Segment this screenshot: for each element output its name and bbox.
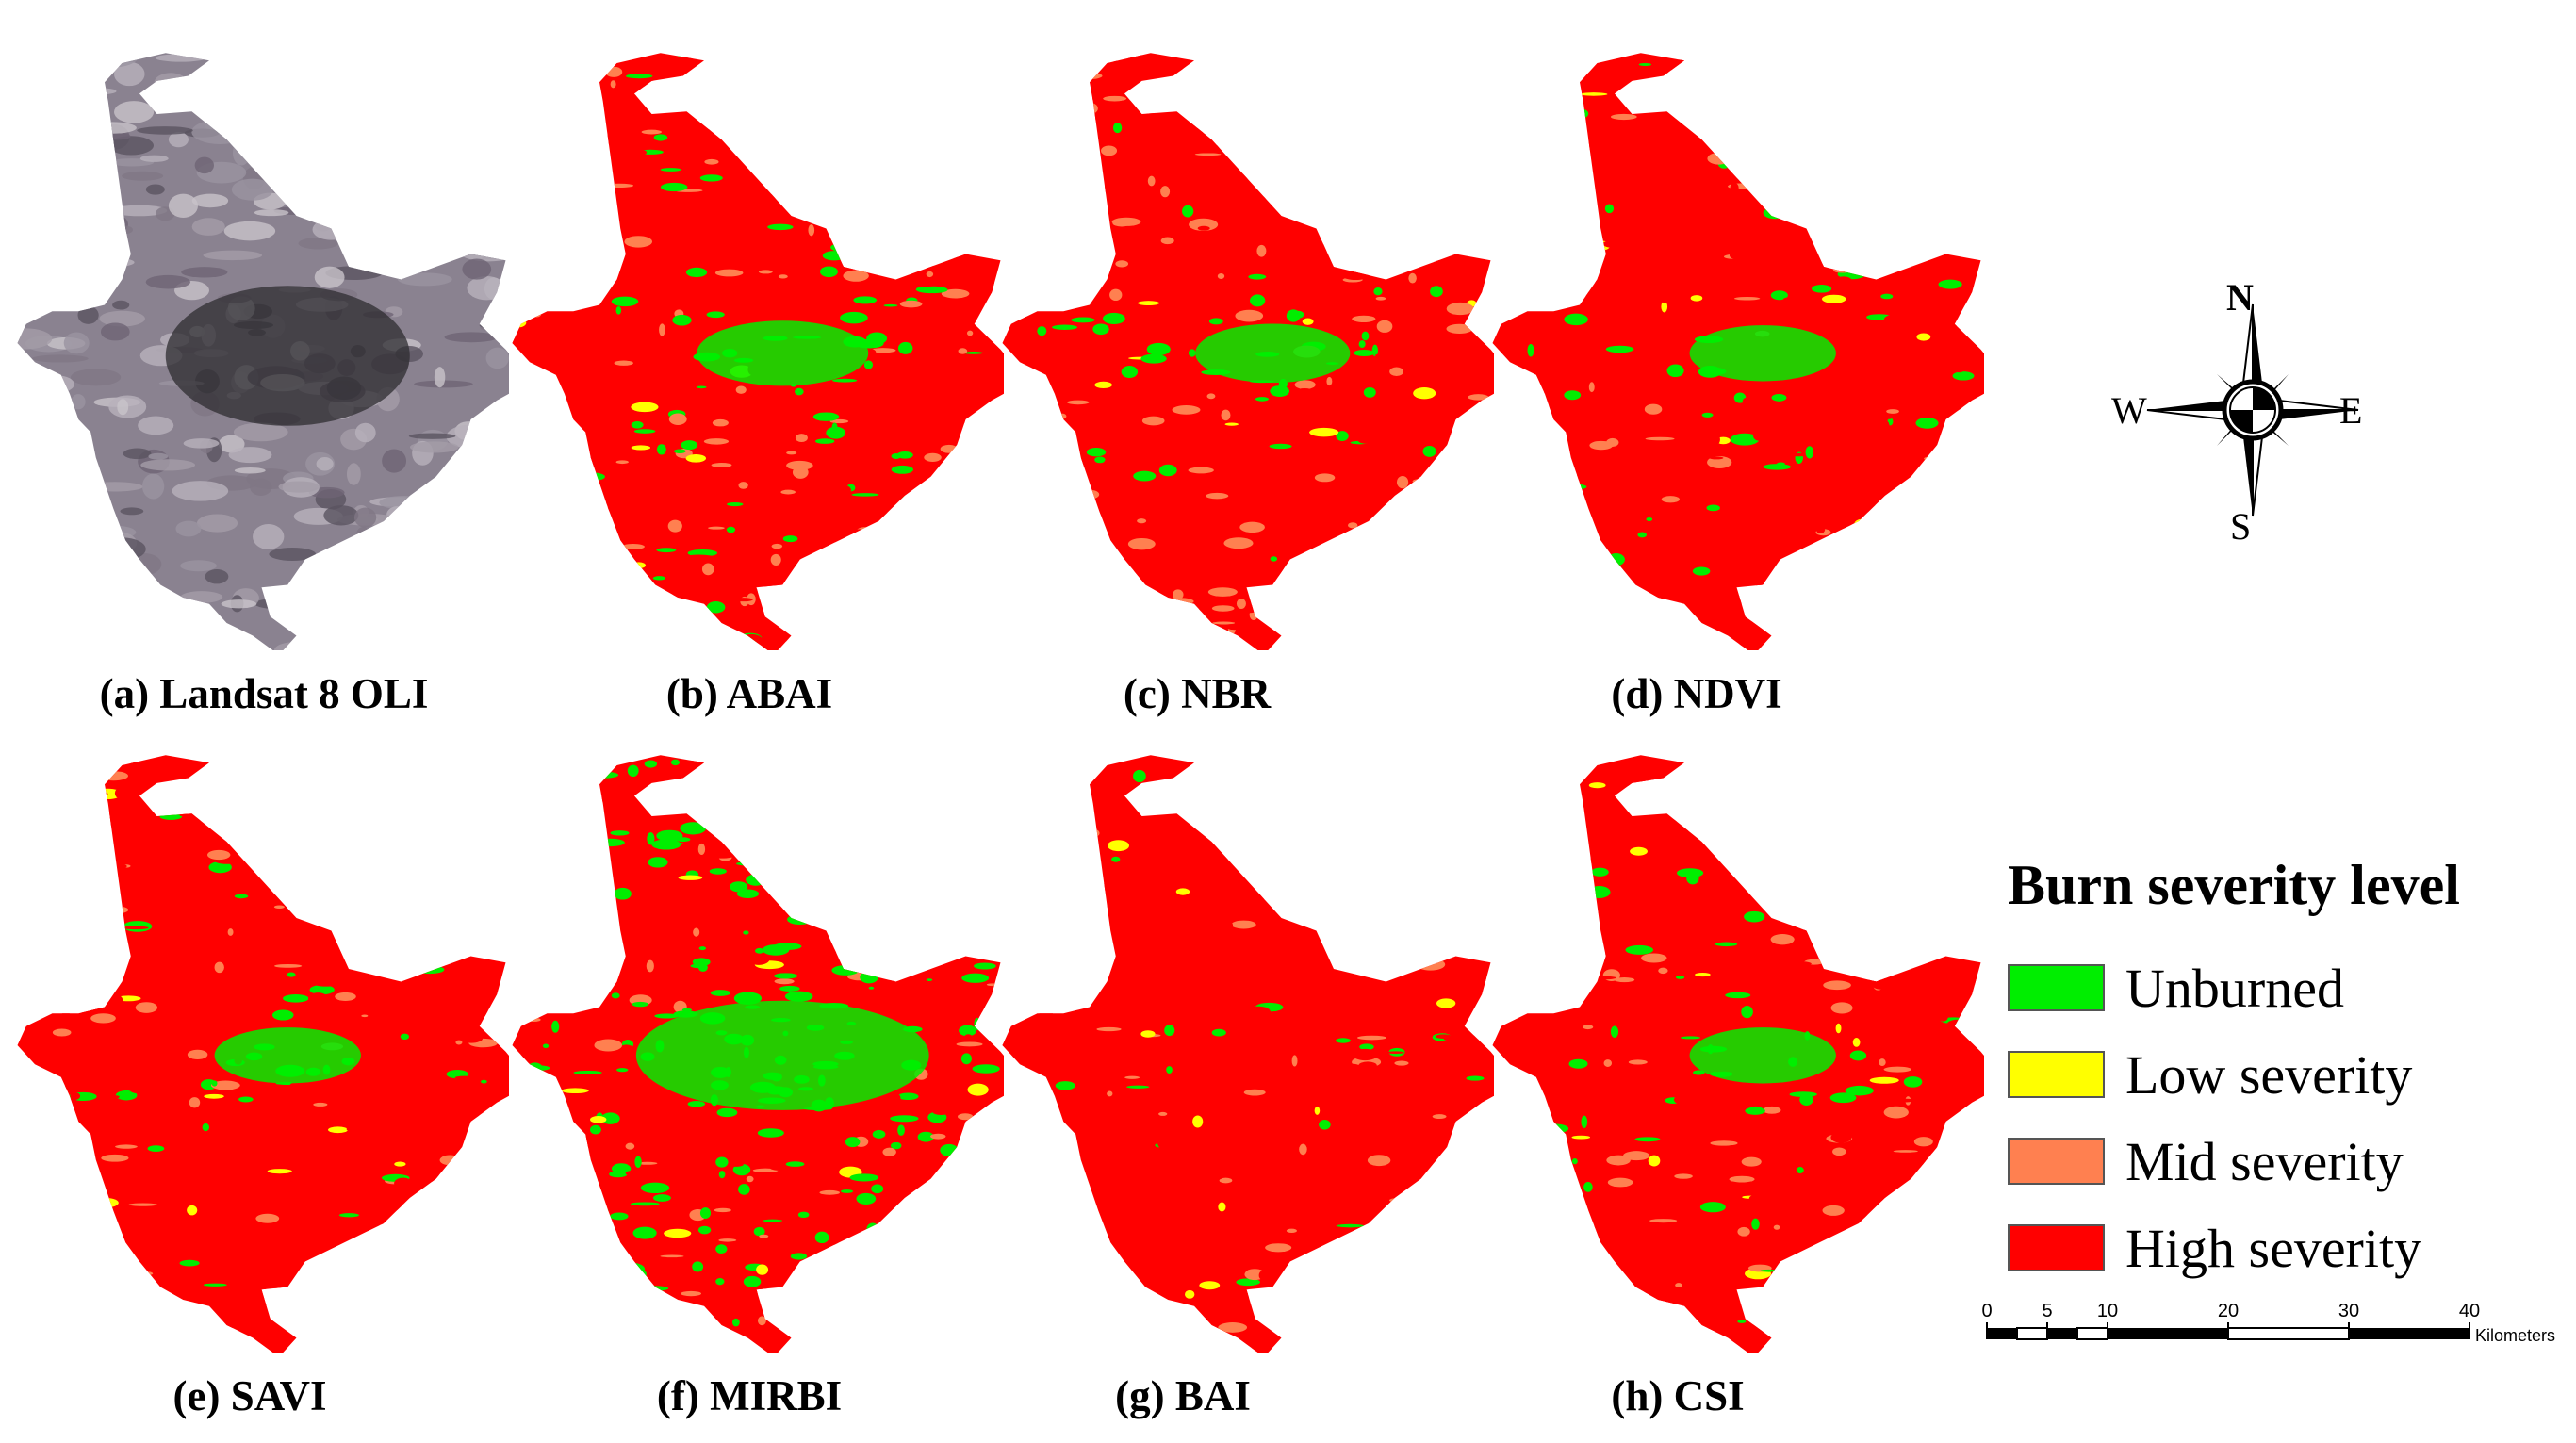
map-a-svg <box>17 53 509 650</box>
legend-swatch-high <box>2008 1224 2105 1271</box>
map-f-svg <box>512 755 1004 1353</box>
map-h-svg <box>1492 755 1984 1353</box>
map-panel-f <box>495 740 1004 1353</box>
scale-tick-label: 30 <box>2338 1301 2359 1321</box>
legend-label-unburned: Unburned <box>2125 957 2344 1019</box>
map-panel-b <box>495 38 1004 650</box>
map-b-svg <box>512 53 1004 650</box>
map-panel-g <box>985 740 1494 1353</box>
caption-b: (b) ABAI <box>665 670 833 717</box>
map-e-svg <box>17 755 509 1353</box>
caption-h: (h) CSI <box>1611 1372 1745 1419</box>
scale-tick-label: 20 <box>2218 1301 2239 1321</box>
legend: Burn severity level Unburned Low severit… <box>2008 853 2554 1291</box>
compass-s-label: S <box>2230 505 2252 548</box>
legend-label-mid: Mid severity <box>2125 1130 2404 1192</box>
caption-f: (f) MIRBI <box>656 1372 843 1419</box>
scale-segment <box>2349 1328 2469 1339</box>
compass-w-label: W <box>2111 389 2147 432</box>
legend-item-mid: Mid severity <box>2008 1118 2554 1205</box>
scale-bar: 0 5 10 20 30 40 Kilometers <box>1977 1287 2562 1371</box>
scale-unit-label: Kilometers <box>2475 1326 2555 1345</box>
legend-item-unburned: Unburned <box>2008 944 2554 1031</box>
map-g-svg <box>1002 755 1494 1353</box>
legend-item-low: Low severity <box>2008 1031 2554 1118</box>
map-panel-e <box>0 740 509 1353</box>
compass-e-label: E <box>2339 389 2363 432</box>
scale-segment <box>2047 1328 2077 1339</box>
scale-tick-label: 0 <box>1981 1301 1992 1321</box>
map-panel-a <box>0 38 509 650</box>
scale-tick-label: 10 <box>2097 1301 2118 1321</box>
scale-segment <box>2076 1327 2108 1340</box>
scale-segment <box>1987 1328 2017 1339</box>
caption-d: (d) NDVI <box>1611 670 1782 717</box>
compass-n-label: N <box>2226 276 2254 319</box>
caption-a: (a) Landsat 8 OLI <box>99 670 429 717</box>
caption-e: (e) SAVI <box>172 1372 327 1419</box>
legend-swatch-low <box>2008 1051 2105 1098</box>
north-arrow-icon <box>2111 278 2394 551</box>
legend-label-low: Low severity <box>2125 1043 2413 1106</box>
map-c-svg <box>1002 53 1494 650</box>
caption-g: (g) BAI <box>1115 1372 1251 1419</box>
map-panel-c <box>985 38 1494 650</box>
legend-item-high: High severity <box>2008 1205 2554 1291</box>
scale-segment <box>2108 1328 2228 1339</box>
map-panel-h <box>1475 740 1984 1353</box>
map-d-svg <box>1492 53 1984 650</box>
legend-label-high: High severity <box>2125 1217 2422 1279</box>
caption-c: (c) NBR <box>1123 670 1272 717</box>
legend-swatch-unburned <box>2008 964 2105 1011</box>
scale-segment <box>2016 1327 2048 1340</box>
legend-title: Burn severity level <box>2008 854 2460 916</box>
legend-swatch-mid <box>2008 1138 2105 1185</box>
map-panel-d <box>1475 38 1984 650</box>
scale-tick-label: 40 <box>2459 1301 2480 1321</box>
scale-segment <box>2227 1327 2350 1340</box>
scale-tick-label: 5 <box>2042 1301 2052 1321</box>
